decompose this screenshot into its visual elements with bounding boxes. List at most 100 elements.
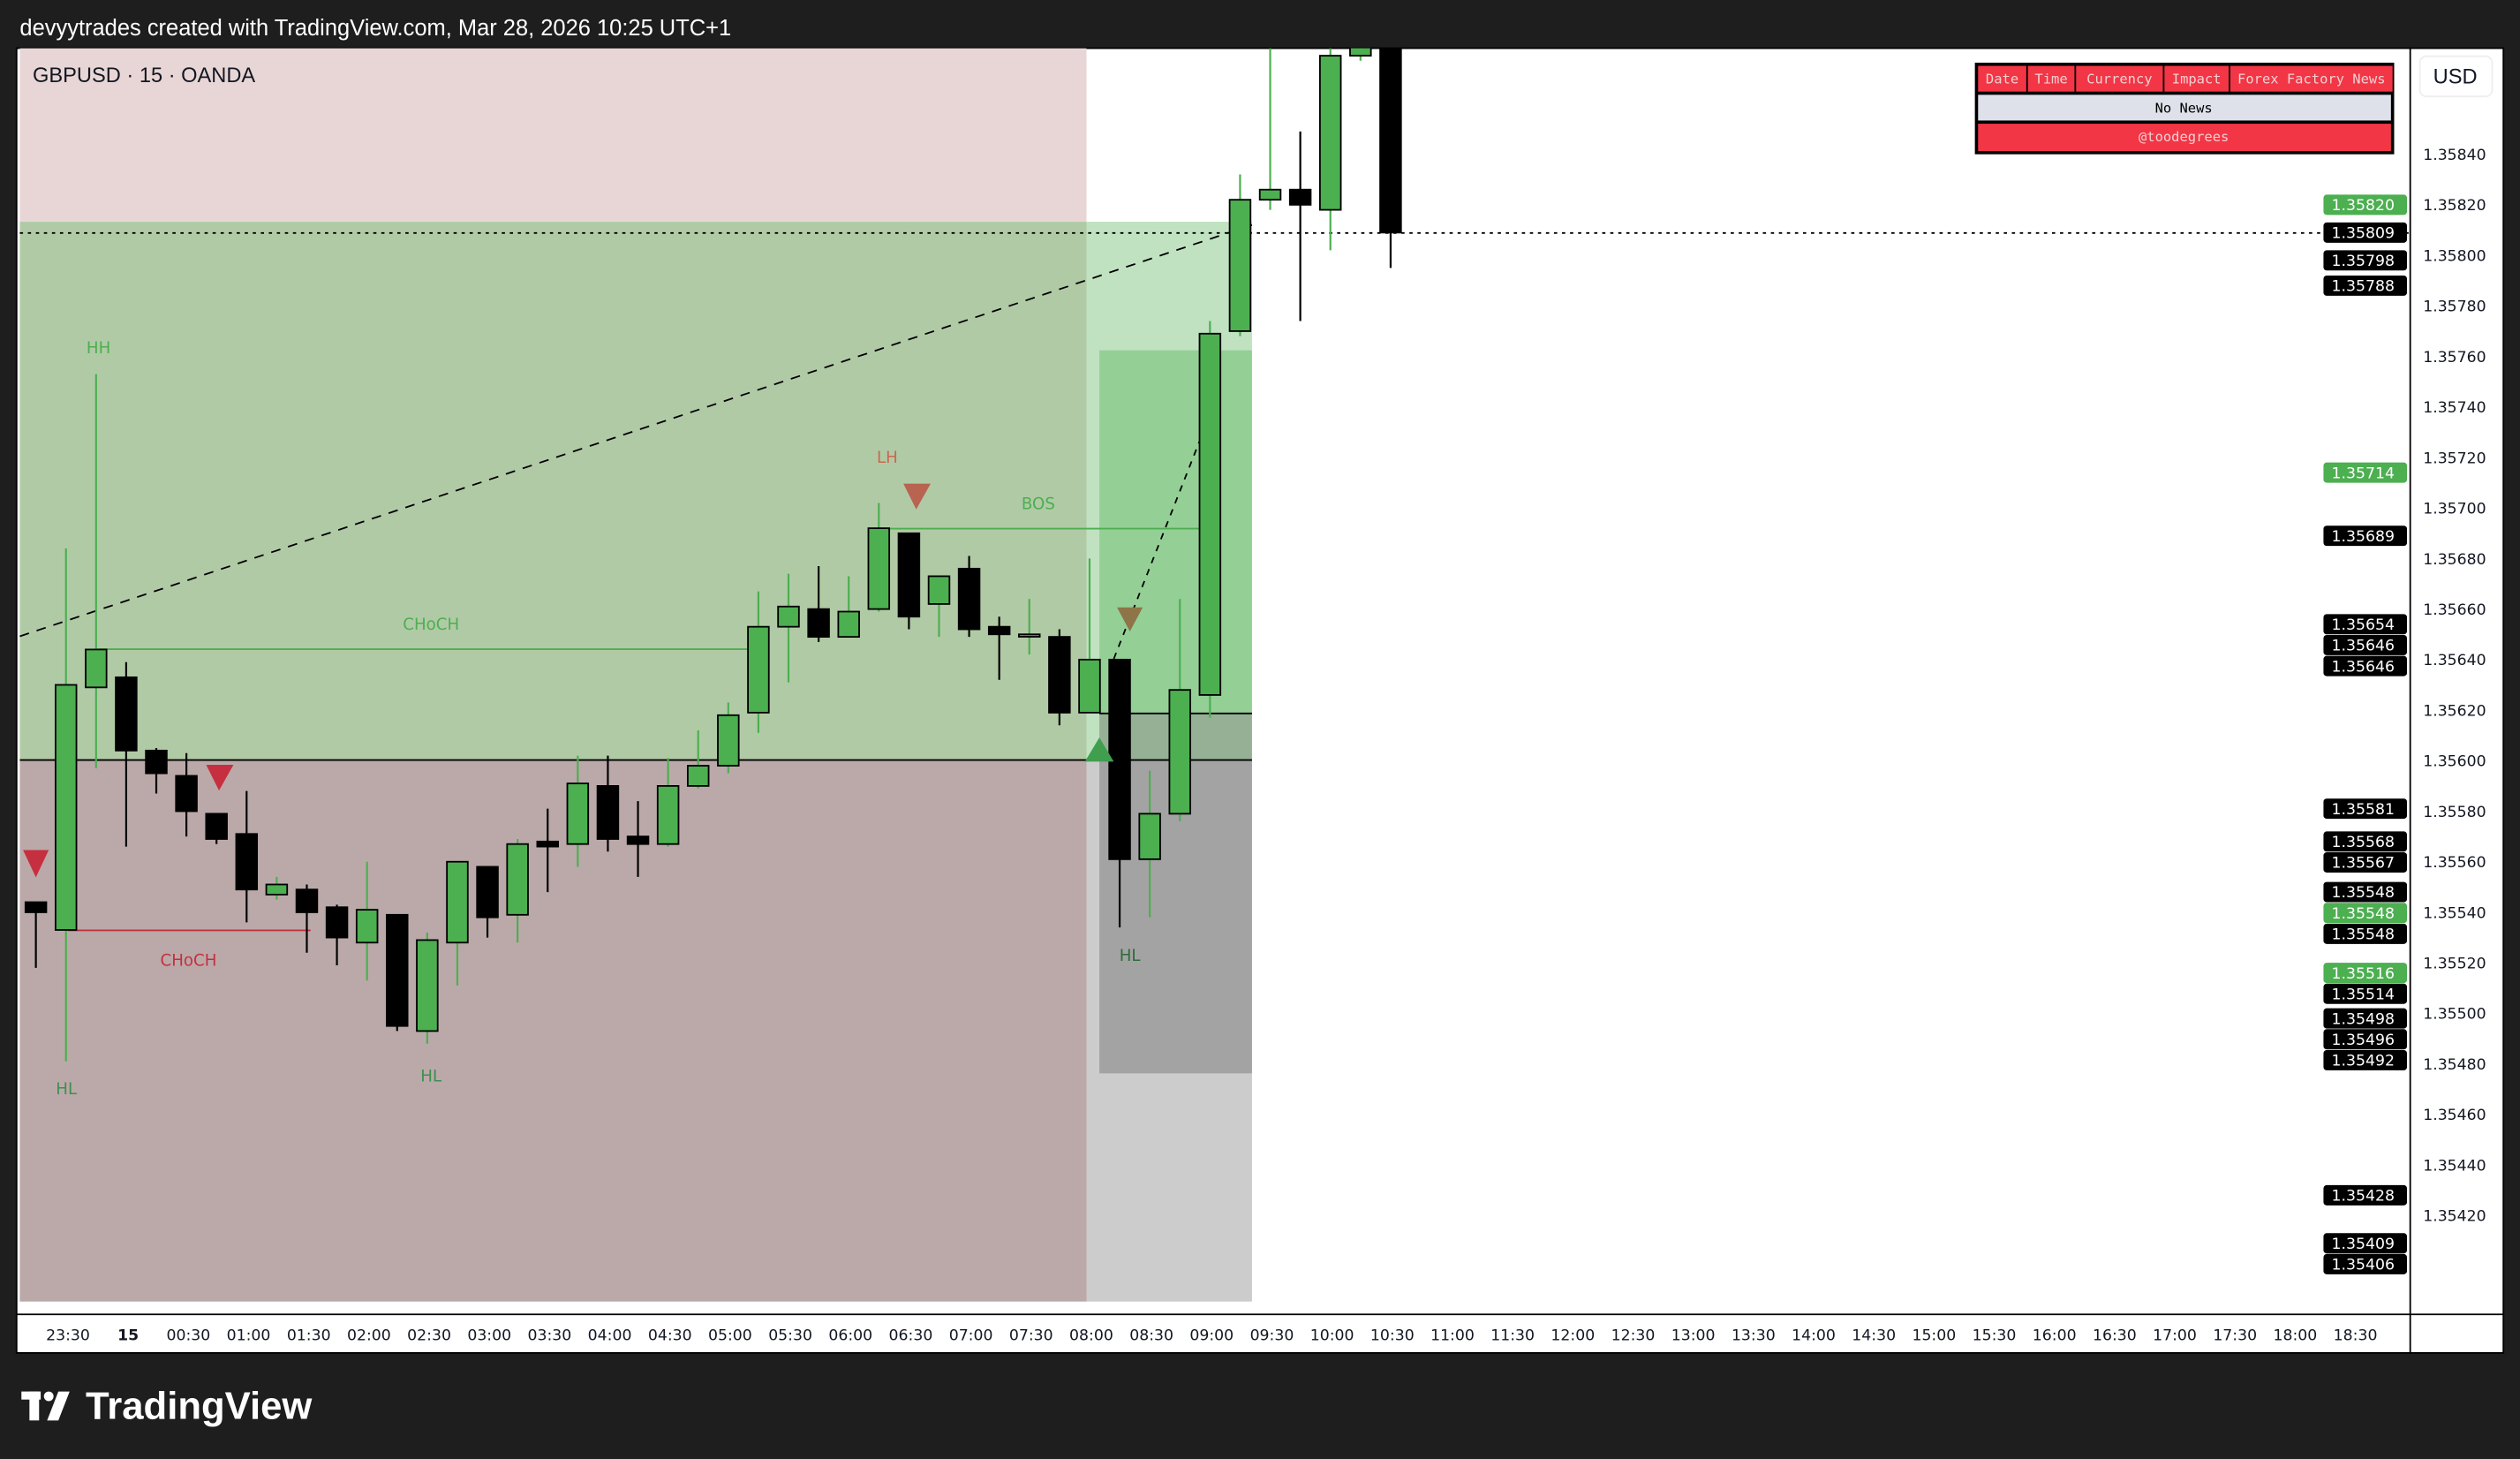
price-tag-label: 1.35406: [2332, 1257, 2395, 1274]
price-tag-label: 1.35809: [2332, 225, 2395, 243]
time-tick-label: 13:30: [1732, 1327, 1776, 1344]
price-tag-label: 1.35646: [2332, 658, 2395, 676]
bearish-signal-icon: [206, 765, 234, 791]
price-tag-label: 1.35798: [2332, 253, 2395, 270]
price-tag-label: 1.35498: [2332, 1010, 2395, 1028]
time-tick-label: 01:30: [287, 1327, 331, 1344]
news-credit: @toodegrees: [2139, 129, 2229, 145]
candle-body: [115, 676, 138, 752]
time-tick-label: 11:00: [1430, 1327, 1475, 1344]
news-header-label: Currency: [2086, 72, 2152, 87]
candle-body: [596, 784, 620, 840]
candle-body: [1228, 199, 1252, 332]
candle-body: [897, 532, 921, 618]
time-tick-label: 10:00: [1310, 1327, 1354, 1344]
price-tag-label: 1.35409: [2332, 1236, 2395, 1253]
candle-body: [295, 888, 319, 913]
candle: [536, 808, 559, 893]
price-tick-label: 1.35640: [2423, 652, 2486, 669]
price-tag-label: 1.35646: [2332, 638, 2395, 655]
symbol-legend[interactable]: GBPUSD · 15 · OANDA: [33, 64, 255, 87]
price-tick-label: 1.35820: [2423, 197, 2486, 215]
time-tick-label: 10:30: [1370, 1327, 1415, 1344]
price-tag: [2323, 963, 2408, 984]
time-tick-label: 02:00: [347, 1327, 391, 1344]
time-tick-label: 08:30: [1129, 1327, 1173, 1344]
candle: [897, 532, 921, 630]
price-tag: [2323, 881, 2408, 903]
candle: [235, 790, 259, 923]
time-tick-label: 18:30: [2334, 1327, 2378, 1344]
bearish-ob-signal-icon: [1117, 607, 1143, 632]
time-tick-label: 18:00: [2274, 1327, 2318, 1344]
candle-body: [957, 567, 981, 631]
news-header-cell: [2164, 65, 2230, 92]
candle-body: [1379, 48, 1402, 234]
snapshot-caption: devyytrades created with TradingView.com…: [19, 16, 731, 41]
candle: [175, 752, 198, 837]
time-tick-label: 17:30: [2213, 1327, 2257, 1344]
candle: [355, 861, 379, 981]
label-bos: BOS: [1022, 495, 1055, 514]
candle: [927, 575, 951, 638]
label-lh: LH: [877, 449, 898, 467]
time-tick-label: 08:00: [1069, 1327, 1113, 1344]
time-tick-label: 12:30: [1611, 1327, 1656, 1344]
time-tick-label: 00:30: [166, 1327, 210, 1344]
candle-body: [355, 909, 379, 944]
candle: [717, 702, 740, 774]
currency-button[interactable]: [2418, 55, 2494, 98]
price-tag: [2323, 983, 2408, 1004]
discount-zone: [19, 760, 1087, 1302]
news-header-cell: [1978, 65, 2026, 92]
price-tag: [2323, 194, 2408, 215]
price-tick-label: 1.35520: [2423, 956, 2486, 973]
time-tick-label: 14:30: [1852, 1327, 1896, 1344]
news-header-cell: [2076, 65, 2163, 92]
price-tick-label: 1.35760: [2423, 349, 2486, 367]
price-axis[interactable]: 1.35420 1.35440 1.35460 1.35480 1.35500 1.355…: [2423, 147, 2486, 1226]
candle: [54, 548, 78, 1062]
candle: [1048, 629, 1071, 726]
price-tag-label: 1.35492: [2332, 1053, 2395, 1070]
price-tag-label: 1.35654: [2332, 616, 2395, 634]
candle: [476, 866, 499, 938]
candles: [24, 48, 1402, 1062]
candle-body: [1258, 188, 1282, 201]
price-tag: [2323, 1184, 2408, 1206]
candle-body: [24, 901, 48, 913]
candle-body: [566, 782, 590, 845]
tradingview-logo-icon: [21, 1391, 70, 1421]
price-tick-label: 1.35740: [2423, 399, 2486, 417]
candle-body: [1048, 636, 1071, 714]
candle: [957, 556, 981, 638]
time-tick-label: 12:00: [1550, 1327, 1595, 1344]
price-tag-label: 1.35428: [2332, 1188, 2395, 1206]
candle: [566, 755, 590, 867]
time-tick-label: 14:00: [1792, 1327, 1836, 1344]
time-tick-label: 16:30: [2093, 1327, 2137, 1344]
candle: [686, 730, 710, 789]
time-axis[interactable]: 23:30 15 00:30 01:00 01:30 02:00 02:30 03:00 03:…: [46, 1327, 2377, 1344]
price-tag-label: 1.35788: [2332, 278, 2395, 296]
time-tick-label: 17:00: [2153, 1327, 2197, 1344]
tradingview-logo: TradingView: [21, 1385, 313, 1428]
candle: [1379, 48, 1402, 268]
candle: [747, 591, 770, 733]
price-tag-label: 1.35548: [2332, 926, 2395, 944]
price-tag-label: 1.35514: [2332, 986, 2395, 1003]
price-tick-label: 1.35800: [2423, 247, 2486, 265]
time-tick-label: 03:00: [467, 1327, 511, 1344]
candle-body: [1288, 188, 1312, 206]
news-body: No News: [2155, 100, 2213, 116]
candle-body: [1318, 55, 1342, 211]
price-tag-label: 1.35496: [2332, 1032, 2395, 1049]
candle: [416, 932, 439, 1044]
candle-body: [777, 605, 800, 628]
price-tag: [2323, 831, 2408, 852]
candle: [205, 813, 228, 844]
candle-body: [686, 765, 710, 787]
price-tick-label: 1.35540: [2423, 904, 2486, 922]
plot-area[interactable]: HH HL CHoCH CHoCH HL LH BOS HL: [19, 41, 2411, 1302]
